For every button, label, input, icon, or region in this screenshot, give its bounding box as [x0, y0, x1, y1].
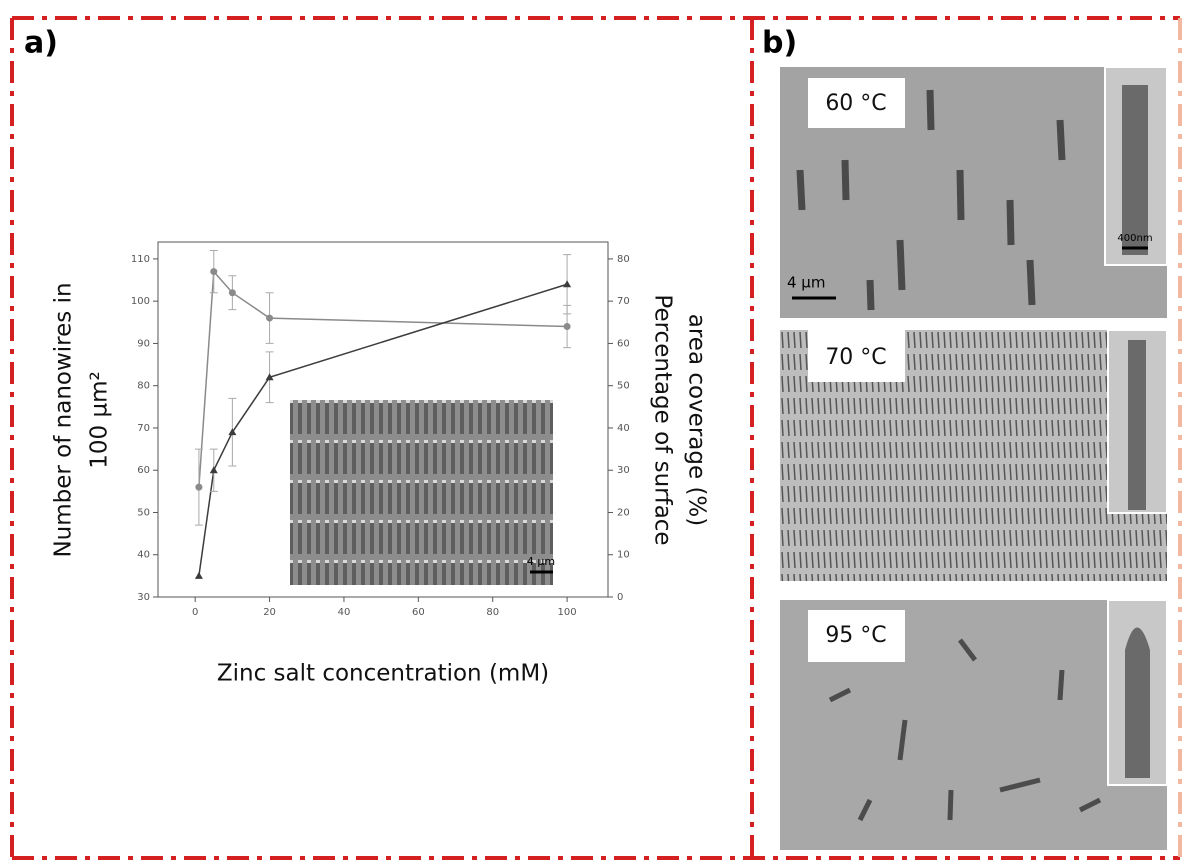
sem-image: 95 °C	[780, 599, 1168, 850]
y-tick-label: 40	[137, 550, 150, 561]
point	[195, 483, 203, 491]
y-tick-label: 110	[131, 254, 150, 265]
panel-label: a)	[24, 26, 58, 61]
panel-label: b)	[762, 26, 797, 61]
y-axis-label: 100 µm²	[87, 371, 113, 468]
point	[228, 428, 237, 436]
point	[265, 373, 274, 381]
sem-image: 400nm 4 µm 60 °C	[780, 66, 1168, 318]
y2-axis-label: area coverage (%)	[684, 314, 710, 527]
y-tick-label: 60	[137, 465, 150, 476]
y-tick-label: 100	[131, 296, 150, 307]
y-tick-label: 70	[137, 423, 150, 434]
temperature-label: 60 °C	[825, 91, 886, 116]
temperature-label: 70 °C	[825, 345, 886, 370]
scale-bar-label: 4 µm	[527, 555, 555, 568]
point	[210, 268, 218, 276]
y2-tick-label: 40	[617, 423, 630, 434]
panel-border	[10, 16, 1182, 860]
x-axis-label: Zinc salt concentration (mM)	[217, 661, 549, 687]
sem-image: 70 °C	[780, 329, 1168, 581]
plot-frame	[157, 241, 609, 598]
point	[563, 323, 571, 331]
y2-tick-label: 10	[617, 550, 630, 561]
y-tick-label: 90	[137, 338, 150, 349]
x-tick-label: 20	[263, 607, 276, 618]
y2-tick-label: 70	[617, 296, 630, 307]
y-tick-label: 50	[137, 507, 150, 518]
point	[194, 571, 203, 579]
y-tick-label: 30	[137, 592, 150, 603]
x-tick-label: 100	[558, 607, 577, 618]
y-axis-label: Number of nanowires in	[51, 282, 77, 557]
y2-tick-label: 0	[617, 592, 623, 603]
scale-bar-label: 4 µm	[787, 274, 825, 292]
y2-tick-label: 50	[617, 381, 630, 392]
point	[563, 280, 572, 288]
point	[228, 289, 236, 297]
y-tick-label: 80	[137, 381, 150, 392]
x-tick-label: 60	[412, 607, 425, 618]
y2-tick-label: 30	[617, 465, 630, 476]
point	[266, 314, 274, 322]
x-tick-label: 0	[192, 607, 198, 618]
inset-image	[290, 400, 553, 585]
x-tick-label: 80	[486, 607, 499, 618]
y2-tick-label: 60	[617, 338, 630, 349]
y2-tick-label: 80	[617, 254, 630, 265]
inset-scale-label: 400nm	[1117, 233, 1152, 244]
y2-tick-label: 20	[617, 507, 630, 518]
y2-axis-label: Percentage of surface	[650, 294, 676, 545]
point	[209, 466, 218, 474]
x-tick-label: 40	[338, 607, 351, 618]
temperature-label: 95 °C	[825, 623, 886, 648]
